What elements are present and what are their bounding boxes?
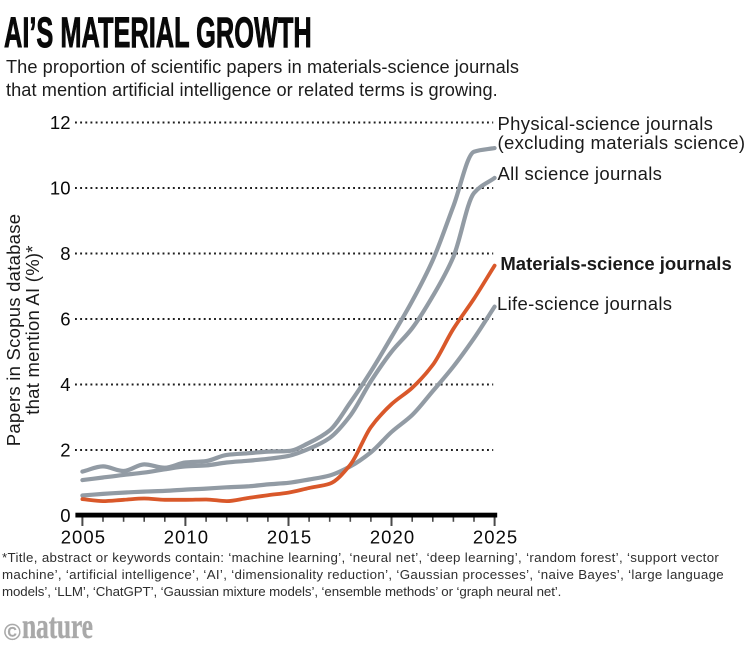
- svg-text:8: 8: [60, 243, 70, 264]
- svg-text:2025: 2025: [473, 527, 518, 548]
- svg-text:that mention AI (%)*: that mention AI (%)*: [22, 245, 43, 415]
- svg-text:2015: 2015: [267, 527, 312, 548]
- svg-text:2: 2: [60, 439, 70, 460]
- svg-text:2020: 2020: [370, 527, 415, 548]
- svg-text:2005: 2005: [61, 527, 106, 548]
- svg-text:2010: 2010: [164, 527, 209, 548]
- svg-text:12: 12: [50, 112, 71, 133]
- svg-text:6: 6: [60, 308, 70, 329]
- svg-text:4: 4: [60, 374, 70, 395]
- svg-text:Papers in Scopus database: Papers in Scopus database: [3, 214, 24, 447]
- svg-text:0: 0: [60, 505, 70, 526]
- svg-text:10: 10: [50, 177, 71, 198]
